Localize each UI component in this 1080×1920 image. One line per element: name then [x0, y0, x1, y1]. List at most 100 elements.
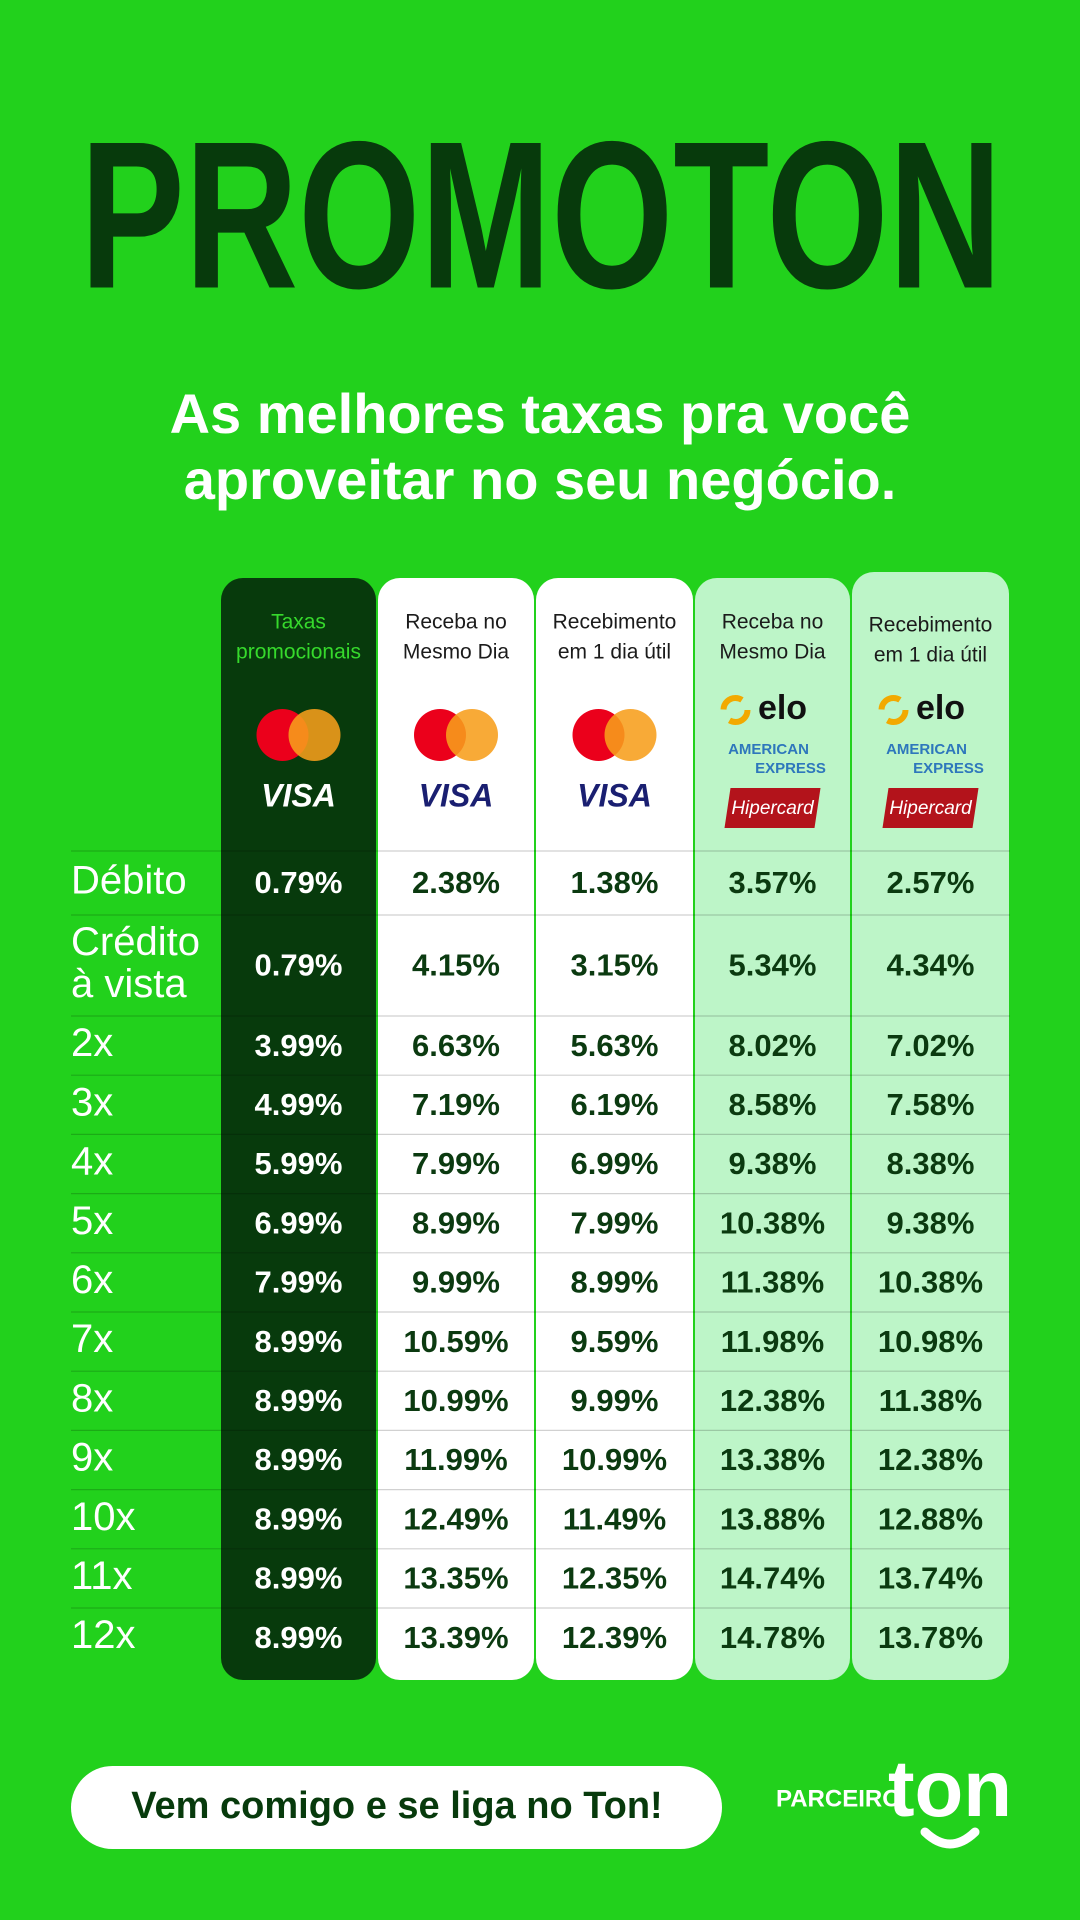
rate: 11.98%: [721, 1324, 824, 1359]
brand-visa: VISA: [577, 777, 652, 813]
rate: 12.35%: [562, 1561, 667, 1596]
rate: 7.99%: [255, 1265, 343, 1300]
rate: 7.58%: [887, 1087, 975, 1122]
row-label: 6x: [71, 1258, 113, 1302]
rate: 3.15%: [571, 948, 659, 983]
row-label: 2x: [71, 1021, 113, 1065]
rate: 7.02%: [887, 1028, 975, 1063]
column-bg: [221, 578, 376, 1680]
rate: 7.99%: [412, 1146, 500, 1181]
column-header: Mesmo Dia: [403, 641, 510, 664]
column-header: Receba no: [722, 611, 824, 634]
rate: 8.99%: [255, 1442, 343, 1477]
brand-amex: EXPRESS: [913, 760, 984, 777]
column-bg: [852, 572, 1009, 1680]
rate: 11.38%: [721, 1265, 824, 1300]
rate: 8.99%: [255, 1561, 343, 1596]
rate: 10.99%: [403, 1383, 508, 1418]
column-header: Recebimento: [553, 611, 677, 634]
rate: 8.38%: [887, 1146, 975, 1181]
column-header: em 1 dia útil: [558, 641, 671, 664]
rate: 10.99%: [562, 1442, 667, 1477]
rate: 11.99%: [404, 1442, 507, 1477]
rate: 4.99%: [255, 1087, 343, 1122]
rate: 12.88%: [878, 1501, 983, 1536]
rate: 6.99%: [571, 1146, 659, 1181]
row-label: Débito: [71, 859, 187, 903]
column-header: Recebimento: [869, 614, 993, 637]
rate: 9.59%: [571, 1324, 659, 1359]
rate: 5.34%: [729, 948, 817, 983]
rate: 4.15%: [412, 948, 500, 983]
row-label: Crédito: [71, 920, 200, 964]
row-label: 7x: [71, 1317, 113, 1361]
rate: 11.38%: [879, 1383, 982, 1418]
rate: 13.38%: [720, 1442, 825, 1477]
column-header: em 1 dia útil: [874, 644, 987, 667]
elo-ring: [720, 695, 751, 725]
row-label: 12x: [71, 1613, 136, 1657]
rate: 12.39%: [562, 1620, 667, 1655]
column-bg: [378, 578, 534, 1680]
column-header: Taxas: [271, 611, 326, 634]
brand-amex: EXPRESS: [755, 760, 826, 777]
mastercard-orange: [446, 709, 498, 761]
rate: 13.35%: [403, 1561, 508, 1596]
rate: 7.19%: [412, 1087, 500, 1122]
elo-ring: [878, 695, 909, 725]
row-label: 11x: [71, 1554, 133, 1598]
rate: 0.79%: [255, 865, 343, 900]
rate: 8.99%: [412, 1205, 500, 1240]
rate: 12.38%: [720, 1383, 825, 1418]
brand-amex: AMERICAN: [728, 741, 809, 758]
subtitle: aproveitar no seu negócio.: [184, 448, 897, 511]
brand-visa: VISA: [261, 777, 336, 813]
cta-pill: [71, 1766, 722, 1849]
rate: 4.34%: [887, 948, 975, 983]
rate: 13.78%: [878, 1620, 983, 1655]
rate: 10.38%: [878, 1265, 983, 1300]
column-header: promocionais: [236, 641, 361, 664]
rate: 14.74%: [720, 1561, 825, 1596]
brand-hipercard: Hipercard: [731, 798, 815, 819]
rate: 13.39%: [403, 1620, 508, 1655]
rate: 2.38%: [412, 865, 500, 900]
column-bg: [695, 578, 850, 1680]
rate: 9.99%: [571, 1383, 659, 1418]
brand-hipercard: Hipercard: [889, 798, 973, 819]
rate: 1.38%: [571, 865, 659, 900]
rate: 8.99%: [255, 1501, 343, 1536]
row-label: 10x: [71, 1495, 136, 1539]
rate: 8.99%: [255, 1383, 343, 1418]
rate: 3.99%: [255, 1028, 343, 1063]
rate: 12.38%: [878, 1442, 983, 1477]
rate: 7.99%: [571, 1205, 659, 1240]
rate: 10.38%: [720, 1205, 825, 1240]
rate: 14.78%: [720, 1620, 825, 1655]
rate: 0.79%: [255, 948, 343, 983]
column-header: Receba no: [405, 611, 507, 634]
rate: 13.88%: [720, 1501, 825, 1536]
hipercard-bg: [724, 788, 821, 828]
rate: 11.49%: [563, 1501, 666, 1536]
mastercard-orange: [604, 709, 657, 761]
rate: 8.99%: [571, 1265, 659, 1300]
row-label: 8x: [71, 1376, 113, 1420]
row-label: 3x: [71, 1080, 113, 1124]
cta-text: Vem comigo e se liga no Ton!: [131, 1785, 662, 1827]
rate: 5.63%: [571, 1028, 659, 1063]
ton-smile: [920, 1827, 980, 1849]
rate: 8.99%: [255, 1620, 343, 1655]
rate: 8.58%: [729, 1087, 817, 1122]
subtitle: As melhores taxas pra você: [170, 382, 911, 445]
rate: 8.99%: [255, 1324, 343, 1359]
column-bg: [536, 578, 693, 1680]
rate: 9.38%: [729, 1146, 817, 1181]
rate: 9.99%: [412, 1265, 500, 1300]
hipercard-bg: [882, 788, 979, 828]
rate: 8.02%: [729, 1028, 817, 1063]
column-header: Mesmo Dia: [719, 641, 826, 664]
